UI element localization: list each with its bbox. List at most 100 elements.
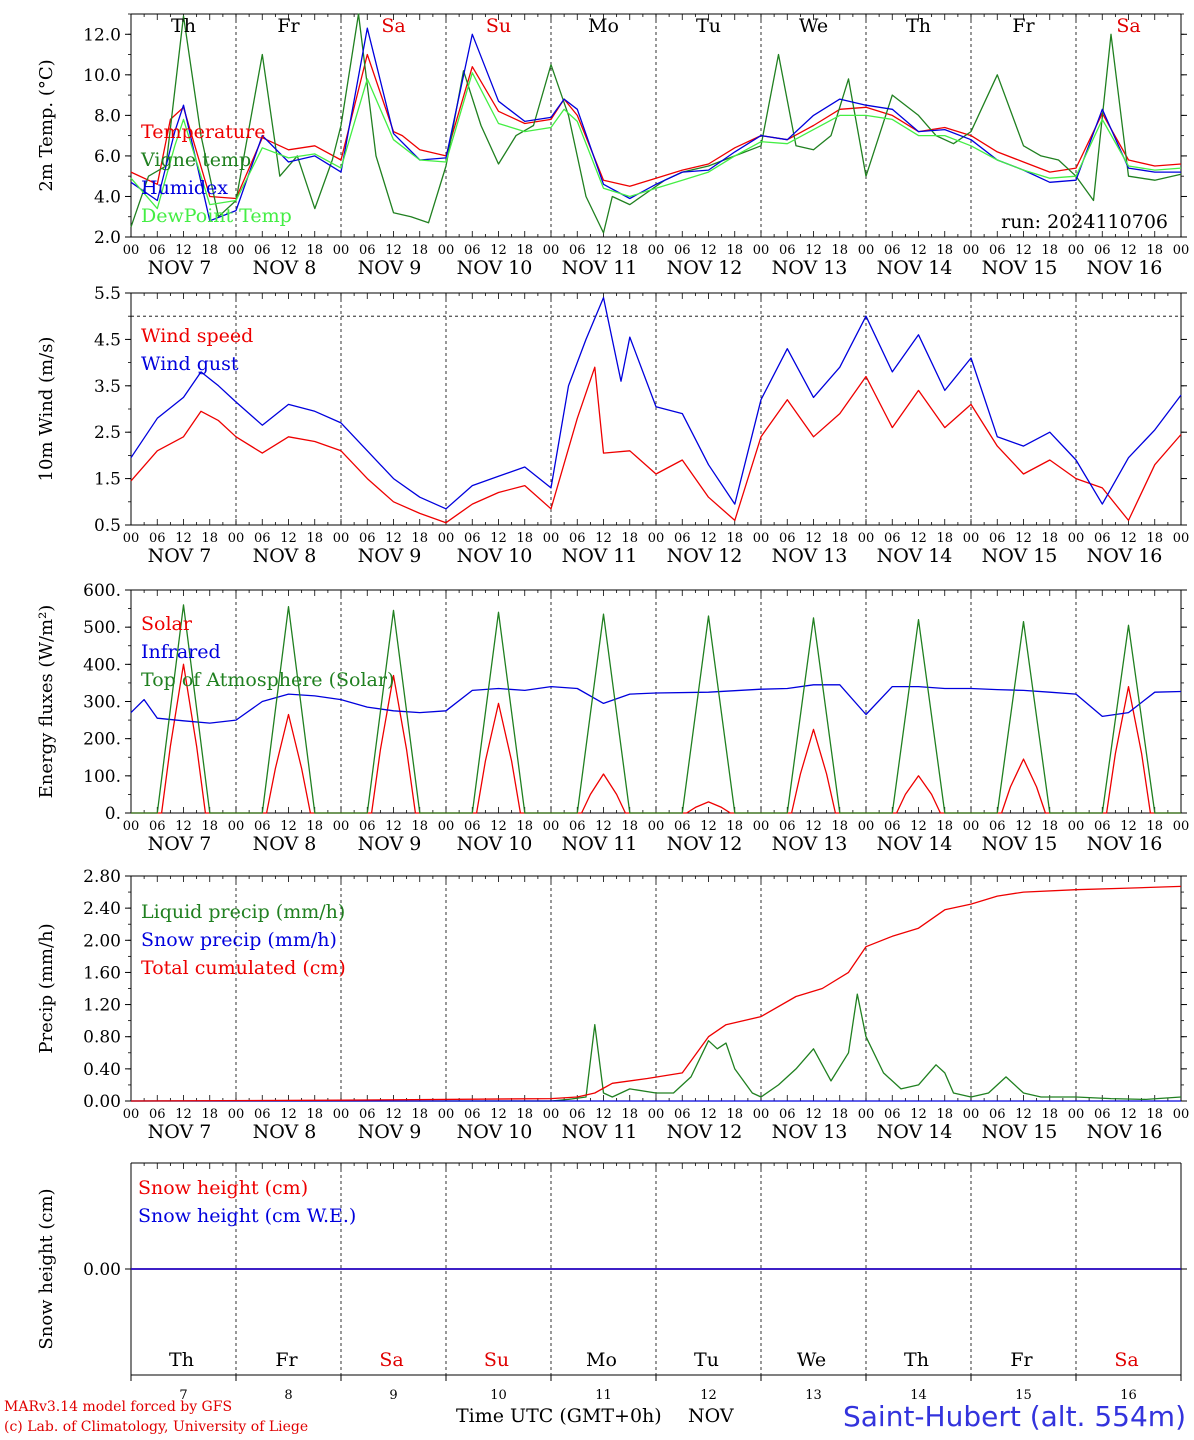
date-label: NOV 16 <box>1087 1121 1163 1143</box>
y-tick-label: 2.00 <box>83 931 121 951</box>
hour-tick-label: 00 <box>753 819 770 834</box>
hour-tick-label: 12 <box>1015 243 1032 258</box>
series-line-2 <box>131 604 1181 814</box>
date-label: NOV 10 <box>457 1121 533 1143</box>
hour-tick-label: 12 <box>1120 531 1137 546</box>
day-name: Fr <box>1012 15 1035 37</box>
hour-tick-label: 12 <box>595 819 612 834</box>
y-tick-label: 0.00 <box>83 1092 121 1112</box>
date-label: NOV 15 <box>982 545 1058 567</box>
hour-tick-label: 00 <box>333 1107 350 1122</box>
hour-tick-label: 06 <box>149 819 166 834</box>
hour-tick-label: 06 <box>989 819 1006 834</box>
day-number: 13 <box>805 1388 822 1403</box>
hour-tick-label: 06 <box>674 819 691 834</box>
hour-tick-label: 12 <box>1120 1107 1137 1122</box>
hour-tick-label: 00 <box>123 819 140 834</box>
hour-tick-label: 00 <box>333 819 350 834</box>
hour-tick-label: 18 <box>726 531 743 546</box>
date-label: NOV 8 <box>253 1121 317 1143</box>
hour-tick-label: 00 <box>333 243 350 258</box>
hour-tick-label: 00 <box>963 819 980 834</box>
hour-tick-label: 00 <box>1173 531 1190 546</box>
hour-tick-label: 00 <box>753 531 770 546</box>
y-tick-label: 2.5 <box>94 423 121 443</box>
date-label: NOV 13 <box>772 257 848 279</box>
hour-tick-label: 00 <box>543 1107 560 1122</box>
hour-tick-label: 18 <box>516 531 533 546</box>
hour-tick-label: 12 <box>1015 819 1032 834</box>
hour-tick-label: 18 <box>411 1107 428 1122</box>
date-label: NOV 11 <box>562 1121 638 1143</box>
day-name: Sa <box>1116 15 1140 37</box>
hour-tick-label: 06 <box>464 819 481 834</box>
y-tick-label: 0.40 <box>83 1060 121 1080</box>
hour-tick-label: 00 <box>858 819 875 834</box>
hour-tick-label: 06 <box>779 1107 796 1122</box>
hour-tick-label: 06 <box>569 243 586 258</box>
y-tick-label: 100. <box>83 767 121 787</box>
credit-line-1: MARv3.14 model forced by GFS <box>4 1399 233 1415</box>
date-label: NOV 9 <box>358 1121 422 1143</box>
day-name: Su <box>486 15 511 37</box>
hour-tick-label: 12 <box>805 531 822 546</box>
hour-tick-label: 00 <box>438 531 455 546</box>
date-label: NOV 15 <box>982 257 1058 279</box>
hour-tick-label: 06 <box>359 531 376 546</box>
hour-tick-label: 18 <box>411 243 428 258</box>
hour-tick-label: 12 <box>385 1107 402 1122</box>
y-tick-label: 0.00 <box>83 1260 121 1280</box>
hour-tick-label: 12 <box>490 819 507 834</box>
hour-tick-label: 00 <box>753 243 770 258</box>
hour-tick-label: 18 <box>201 819 218 834</box>
hour-tick-label: 00 <box>543 531 560 546</box>
y-axis-label: 10m Wind (m/s) <box>36 337 57 482</box>
y-tick-label: 500. <box>83 618 121 638</box>
day-number: 14 <box>910 1388 927 1403</box>
hour-tick-label: 18 <box>201 531 218 546</box>
hour-tick-label: 00 <box>228 531 245 546</box>
date-label: NOV 15 <box>982 833 1058 855</box>
hour-tick-label: 06 <box>779 819 796 834</box>
date-label: NOV 10 <box>457 257 533 279</box>
hour-tick-label: 12 <box>595 243 612 258</box>
y-tick-label: 3.5 <box>94 377 121 397</box>
hour-tick-label: 18 <box>726 1107 743 1122</box>
hour-tick-label: 18 <box>621 1107 638 1122</box>
hour-tick-label: 12 <box>700 243 717 258</box>
hour-tick-label: 18 <box>936 819 953 834</box>
hour-tick-label: 06 <box>359 819 376 834</box>
day-name-bottom: Sa <box>379 1349 403 1371</box>
hour-tick-label: 06 <box>989 531 1006 546</box>
hour-tick-label: 06 <box>884 531 901 546</box>
legend-entry: Wind gust <box>141 353 239 375</box>
hour-tick-label: 06 <box>359 1107 376 1122</box>
date-label: NOV 12 <box>667 545 743 567</box>
hour-tick-label: 18 <box>621 243 638 258</box>
hour-tick-label: 18 <box>1041 243 1058 258</box>
day-name: Th <box>906 15 931 37</box>
hour-tick-label: 18 <box>516 243 533 258</box>
hour-tick-label: 18 <box>411 819 428 834</box>
y-axis-label: Energy fluxes (W/m²) <box>36 605 57 799</box>
date-label: NOV 11 <box>562 257 638 279</box>
hour-tick-label: 00 <box>543 243 560 258</box>
hour-tick-label: 12 <box>1120 243 1137 258</box>
hour-tick-label: 00 <box>543 819 560 834</box>
hour-tick-label: 00 <box>1173 1107 1190 1122</box>
date-label: NOV 9 <box>358 257 422 279</box>
day-number: 8 <box>284 1388 292 1403</box>
hour-tick-label: 18 <box>306 531 323 546</box>
date-label: NOV 13 <box>772 1121 848 1143</box>
hour-tick-label: 00 <box>648 243 665 258</box>
day-name: Mo <box>588 15 619 37</box>
legend-entry: Wind speed <box>141 325 253 347</box>
hour-tick-label: 18 <box>936 1107 953 1122</box>
date-label: NOV 11 <box>562 545 638 567</box>
legend-entry: Infrared <box>141 641 221 663</box>
hour-tick-label: 00 <box>1173 819 1190 834</box>
hour-tick-label: 12 <box>490 1107 507 1122</box>
hour-tick-label: 12 <box>385 243 402 258</box>
hour-tick-label: 12 <box>175 819 192 834</box>
y-axis-label: Snow height (cm) <box>36 1188 57 1349</box>
